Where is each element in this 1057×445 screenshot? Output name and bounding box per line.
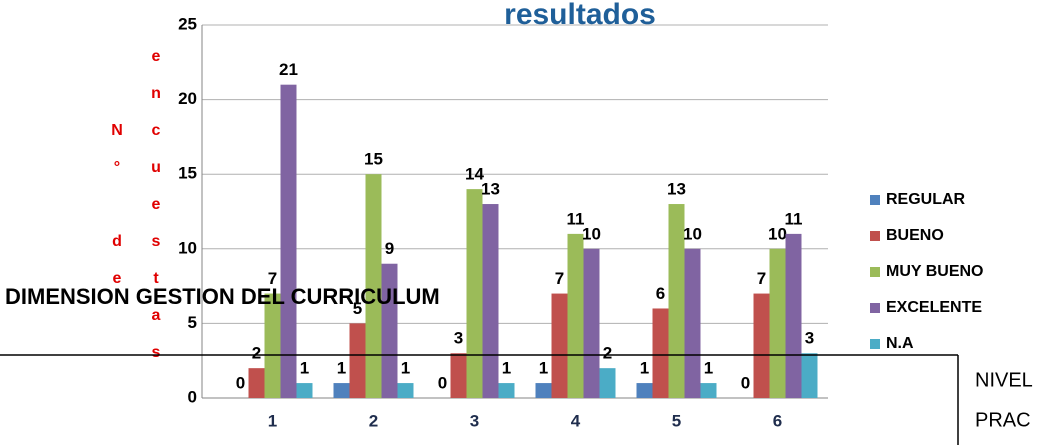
legend-label: EXCELENTE — [886, 299, 982, 316]
bar — [567, 233, 584, 398]
bar — [769, 248, 786, 398]
bar — [801, 353, 818, 398]
legend-swatch — [870, 303, 880, 313]
bar — [785, 233, 802, 398]
y-tick-label: 10 — [178, 238, 197, 257]
y-axis-label: N ° d ee n c u e s t a s — [111, 48, 161, 361]
value-label: 1 — [300, 359, 309, 378]
bar — [296, 383, 313, 398]
y-tick-label: 5 — [188, 313, 197, 332]
value-label: 10 — [768, 224, 787, 243]
y-tick-label: 25 — [178, 14, 197, 33]
value-label: 1 — [401, 359, 410, 378]
bar — [482, 204, 499, 398]
bar — [684, 248, 701, 398]
value-label: 1 — [539, 359, 548, 378]
y-tick-label: 0 — [188, 387, 197, 406]
box-line: PRAC — [975, 409, 1031, 431]
bar — [365, 174, 382, 398]
value-label: 1 — [502, 359, 511, 378]
x-tick-label: 2 — [369, 411, 378, 430]
bar — [397, 383, 414, 398]
bar — [652, 308, 669, 398]
chart-title: resultados — [504, 0, 656, 31]
bar — [551, 293, 568, 398]
bar — [753, 293, 770, 398]
value-label: 7 — [757, 269, 766, 288]
box-line: NIVEL — [975, 369, 1033, 391]
y-tick-label: 15 — [178, 164, 197, 183]
value-label: 7 — [555, 269, 564, 288]
value-label: 13 — [481, 180, 500, 199]
legend-swatch — [870, 339, 880, 349]
value-label: 2 — [252, 344, 261, 363]
bar — [264, 293, 281, 398]
bar — [381, 263, 398, 398]
value-label: 3 — [454, 329, 463, 348]
value-label: 21 — [279, 60, 298, 79]
value-label: 10 — [582, 224, 601, 243]
y-tick-label: 20 — [178, 89, 197, 108]
value-label: 11 — [785, 209, 803, 228]
legend-label: REGULAR — [886, 191, 966, 208]
value-label: 0 — [741, 373, 750, 392]
value-label: 13 — [667, 180, 686, 199]
bar — [349, 323, 366, 398]
value-label: 5 — [353, 299, 362, 318]
x-tick-label: 1 — [268, 411, 277, 430]
value-label: 15 — [364, 150, 383, 169]
legend-swatch — [870, 195, 880, 205]
value-label: 0 — [236, 373, 245, 392]
bar — [248, 368, 265, 398]
x-tick-label: 3 — [470, 411, 479, 430]
legend-swatch — [870, 267, 880, 277]
x-tick-label: 4 — [571, 411, 581, 430]
x-tick-label: 6 — [773, 411, 782, 430]
bar — [700, 383, 717, 398]
value-label: 14 — [465, 165, 484, 184]
legend-label: BUENO — [886, 227, 944, 244]
value-label: 1 — [704, 359, 713, 378]
bar — [636, 383, 653, 398]
bar — [599, 368, 616, 398]
legend-label: MUY BUENO — [886, 263, 984, 280]
value-label: 3 — [805, 329, 814, 348]
value-label: 11 — [567, 209, 585, 228]
bar — [333, 383, 350, 398]
value-label: 10 — [683, 224, 702, 243]
bar — [466, 189, 483, 398]
overlay-heading: DIMENSION GESTION DEL CURRICULUM — [5, 284, 440, 309]
bar — [668, 204, 685, 398]
legend-label: N.A — [886, 335, 914, 352]
bar — [498, 383, 515, 398]
value-label: 1 — [640, 359, 649, 378]
bar — [280, 84, 297, 399]
bar — [535, 383, 552, 398]
value-label: 1 — [337, 359, 346, 378]
legend-swatch — [870, 231, 880, 241]
value-label: 2 — [603, 344, 612, 363]
bar — [450, 353, 467, 398]
bar — [583, 248, 600, 398]
value-label: 0 — [438, 373, 447, 392]
value-label: 6 — [656, 284, 665, 303]
value-label: 7 — [268, 269, 277, 288]
value-label: 9 — [385, 239, 394, 258]
x-tick-label: 5 — [672, 411, 681, 430]
